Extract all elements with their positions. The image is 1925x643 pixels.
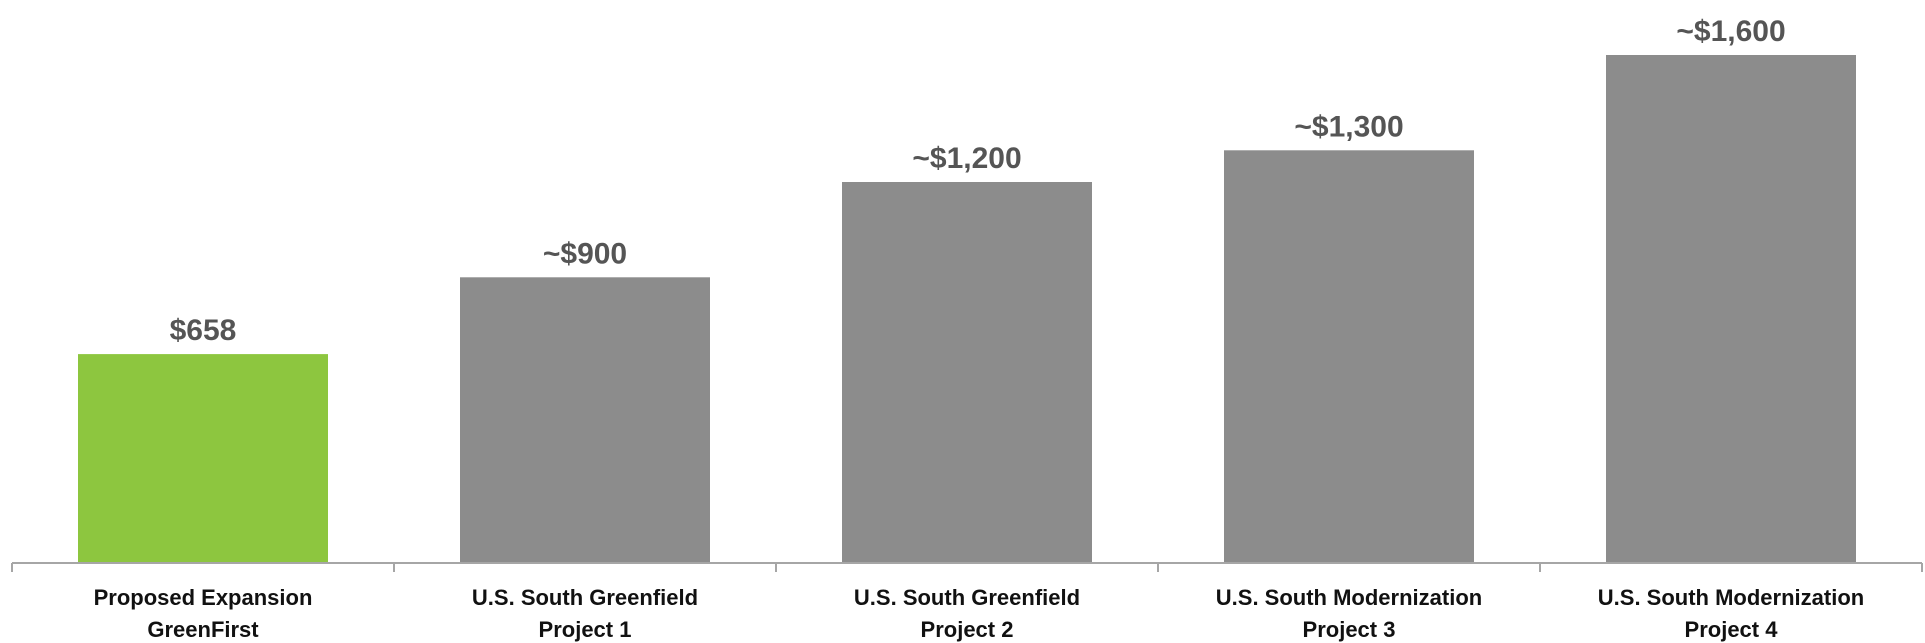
data-label-4: ~$1,300 [1294, 110, 1403, 143]
category-label-1-line-2: GreenFirst [147, 617, 259, 642]
category-label-1-line-1: Proposed Expansion [94, 585, 313, 610]
category-label-3-line-1: U.S. South Greenfield [854, 585, 1080, 610]
data-label-1: $658 [170, 314, 237, 347]
bar-4 [1224, 150, 1474, 564]
category-label-2-line-1: U.S. South Greenfield [472, 585, 698, 610]
category-label-5-line-1: U.S. South Modernization [1598, 585, 1864, 610]
category-label-5-line-2: Project 4 [1685, 617, 1779, 642]
data-label-5: ~$1,600 [1676, 15, 1785, 48]
category-label-4-line-1: U.S. South Modernization [1216, 585, 1482, 610]
category-label-3-line-2: Project 2 [921, 617, 1014, 642]
bar-3 [842, 182, 1092, 563]
category-label-2-line-2: Project 1 [539, 617, 632, 642]
data-label-2: ~$900 [543, 237, 627, 270]
bar-5 [1606, 55, 1856, 563]
bar-2 [460, 277, 710, 564]
bar-1 [78, 354, 328, 563]
category-label-4-line-2: Project 3 [1303, 617, 1396, 642]
data-label-3: ~$1,200 [912, 142, 1021, 175]
